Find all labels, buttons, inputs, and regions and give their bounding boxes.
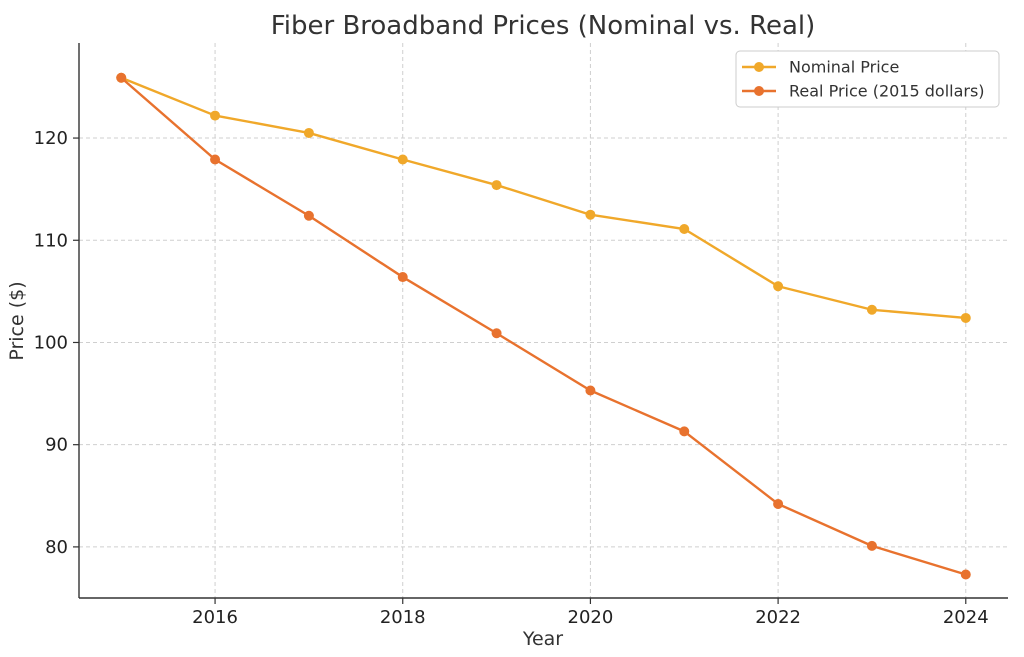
- legend-marker: [754, 62, 764, 72]
- data-point: [303, 127, 314, 138]
- data-point: [491, 180, 502, 191]
- legend: Nominal Price Real Price (2015 dollars): [735, 50, 1000, 108]
- data-point: [491, 328, 502, 339]
- y-tick-label: 80: [45, 537, 68, 558]
- y-tick-label: 110: [34, 230, 68, 251]
- data-point: [773, 498, 784, 509]
- y-tick-label: 120: [34, 128, 68, 149]
- x-ticks: 2016 2018 2020 2022 2024: [192, 598, 989, 628]
- data-point: [585, 209, 596, 220]
- series-line: [120, 76, 967, 576]
- legend-label: Nominal Price: [789, 58, 899, 77]
- y-ticks: 80 90 100 110 120: [34, 128, 79, 558]
- y-axis-label: Price ($): [6, 281, 28, 360]
- y-tick-label: 90: [45, 435, 68, 456]
- series-layer: [116, 72, 971, 580]
- data-point: [116, 72, 127, 83]
- x-tick-label: 2018: [380, 607, 426, 628]
- data-point: [960, 312, 971, 323]
- data-point: [866, 540, 877, 551]
- data-point: [866, 304, 877, 315]
- axes: [78, 43, 1008, 599]
- data-point: [679, 426, 690, 437]
- x-tick-label: 2016: [192, 607, 238, 628]
- data-point: [397, 154, 408, 165]
- data-point: [303, 210, 314, 221]
- data-point: [679, 224, 690, 235]
- legend-box: [735, 50, 1000, 108]
- data-point: [773, 281, 784, 292]
- series-line: [120, 76, 966, 320]
- series-nominal-price: [116, 72, 971, 323]
- legend-label: Real Price (2015 dollars): [789, 82, 985, 101]
- x-tick-label: 2020: [568, 607, 614, 628]
- x-tick-label: 2022: [755, 607, 801, 628]
- y-tick-label: 100: [34, 332, 68, 353]
- data-point: [210, 154, 221, 165]
- series-real-price: [116, 72, 971, 580]
- grid: [79, 43, 1008, 598]
- data-point: [210, 110, 221, 121]
- data-point: [960, 569, 971, 580]
- legend-marker: [754, 86, 764, 96]
- x-axis-label: Year: [522, 628, 563, 650]
- data-point: [585, 385, 596, 396]
- data-point: [397, 272, 408, 283]
- chart-title: Fiber Broadband Prices (Nominal vs. Real…: [271, 11, 816, 41]
- x-tick-label: 2024: [943, 607, 989, 628]
